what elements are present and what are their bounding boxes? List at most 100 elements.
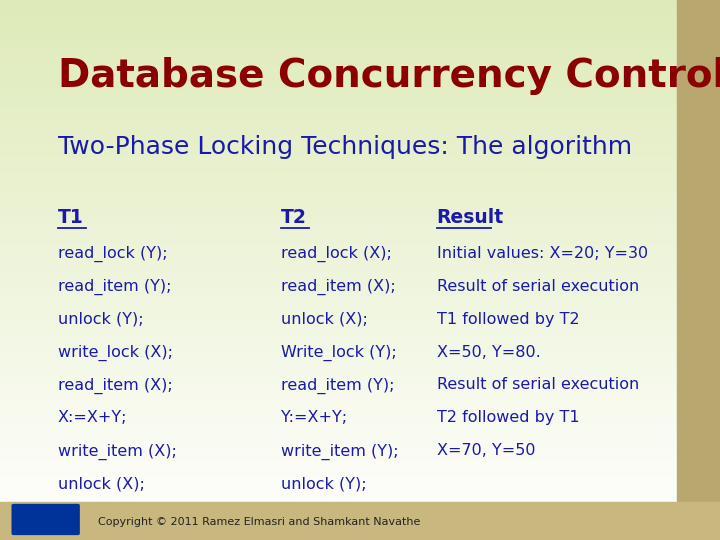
Bar (0, 128, 677, 130)
Bar (0, 436, 677, 437)
Text: write_item (X);: write_item (X); (58, 443, 176, 460)
Bar (0, 155, 677, 157)
Bar (0, 194, 677, 196)
Bar (0, 110, 677, 112)
Bar (0, 466, 677, 468)
Bar (0, 491, 677, 493)
Bar (0, 292, 677, 293)
Bar (0, 513, 677, 515)
Bar (0, 371, 677, 373)
Bar (0, 427, 677, 428)
Bar (0, 309, 677, 312)
Bar (0, 425, 677, 427)
Bar (0, 279, 677, 281)
Bar (0, 228, 677, 231)
Bar (0, 43, 677, 45)
Bar (0, 236, 677, 238)
Bar (0, 417, 677, 420)
Bar (0, 58, 677, 59)
Bar (0, 151, 677, 153)
Bar (0, 177, 677, 178)
Bar (0, 385, 677, 387)
Bar (0, 158, 677, 160)
Bar (0, 247, 677, 248)
Bar (0, 420, 677, 421)
Bar (0, 218, 677, 220)
Bar (0, 528, 677, 529)
Bar (0, 342, 677, 344)
Text: unlock (Y);: unlock (Y); (281, 476, 366, 491)
Bar (0, 96, 677, 97)
Bar (0, 61, 677, 63)
Text: X=50, Y=80.: X=50, Y=80. (436, 345, 540, 360)
Bar (0, 201, 677, 204)
Bar (0, 353, 677, 355)
Bar (0, 319, 677, 320)
Bar (0, 225, 677, 227)
Bar (0, 396, 677, 398)
Text: read_item (Y);: read_item (Y); (281, 377, 395, 394)
Bar (0, 290, 677, 292)
Bar (0, 79, 677, 81)
Bar (0, 70, 677, 72)
Bar (0, 525, 677, 528)
Bar (0, 493, 677, 495)
Bar (0, 104, 677, 106)
Bar (0, 123, 677, 124)
Bar (0, 452, 677, 454)
Bar (0, 407, 677, 409)
Bar (0, 56, 677, 58)
Bar (0, 270, 677, 272)
Bar (0, 12, 677, 15)
Bar (0, 448, 677, 450)
Bar (0, 117, 677, 119)
Bar (0, 211, 677, 212)
Bar (0, 83, 677, 85)
Bar (0, 22, 677, 23)
Bar (0, 86, 677, 88)
Bar (0, 99, 677, 101)
Bar (0, 142, 677, 144)
Bar (0, 423, 677, 425)
Bar (0, 20, 677, 22)
Bar (0, 38, 677, 39)
Bar (0, 443, 677, 444)
Text: PEARSON: PEARSON (25, 515, 66, 524)
Bar (0, 31, 677, 32)
Bar (0, 349, 677, 351)
Bar (0, 248, 677, 250)
Bar (0, 398, 677, 400)
Bar (0, 282, 677, 285)
Bar (0, 232, 677, 234)
Bar (0, 464, 677, 466)
Bar (0, 380, 677, 382)
Bar (0, 468, 677, 470)
Bar (0, 495, 677, 497)
Bar (0, 124, 677, 126)
Bar (0, 255, 677, 258)
Bar (0, 387, 677, 389)
Bar (0, 351, 677, 353)
Bar (0, 439, 677, 441)
Bar (0, 322, 677, 324)
Bar (0, 444, 677, 447)
Bar (0, 366, 677, 367)
Bar (0, 373, 677, 374)
Bar (0, 49, 677, 50)
Bar (0, 535, 677, 536)
Bar (0, 524, 677, 525)
Bar (0, 266, 677, 268)
Bar (0, 227, 677, 228)
Bar (0, 497, 677, 498)
Bar (0, 126, 677, 128)
Bar (0, 295, 677, 297)
Bar (0, 265, 677, 266)
Bar (0, 119, 677, 120)
Text: read_item (Y);: read_item (Y); (58, 279, 171, 295)
Bar (0, 376, 677, 378)
Bar (0, 113, 677, 115)
Bar (0, 484, 677, 486)
Bar (0, 23, 677, 25)
Bar (0, 50, 677, 52)
Bar (0, 531, 677, 533)
